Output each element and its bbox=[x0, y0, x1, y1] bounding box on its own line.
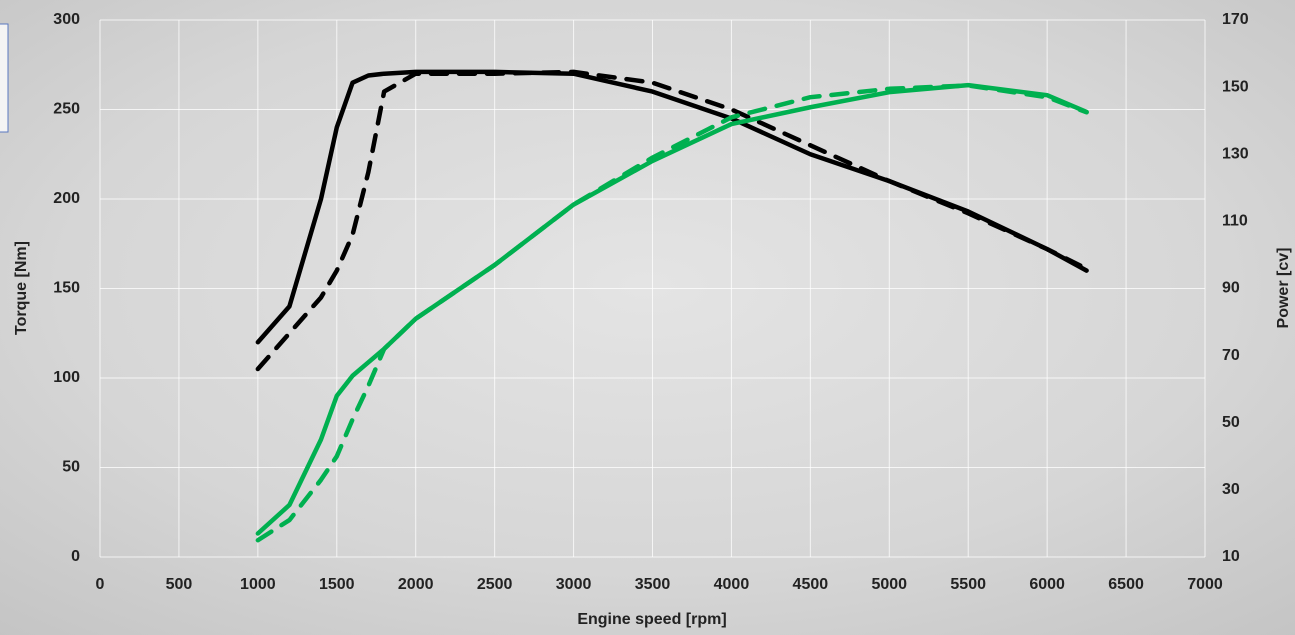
x-tick-label: 7000 bbox=[1187, 576, 1223, 593]
x-tick-label: 2000 bbox=[398, 576, 434, 593]
y-tick-label: 250 bbox=[53, 101, 80, 118]
y2-tick-label: 90 bbox=[1222, 280, 1240, 297]
series-line bbox=[255, 83, 1089, 543]
y2-tick-label: 30 bbox=[1222, 481, 1240, 498]
y2-tick-label: 50 bbox=[1222, 414, 1240, 431]
x-tick-label: 3000 bbox=[556, 576, 592, 593]
y2-tick-label: 10 bbox=[1222, 548, 1240, 565]
y2-tick-label: 150 bbox=[1222, 78, 1249, 95]
y2-tick-label: 130 bbox=[1222, 145, 1249, 162]
x-tick-label: 3500 bbox=[635, 576, 671, 593]
y2-axis-title: Power [cv] bbox=[1275, 248, 1292, 329]
y-tick-label: 100 bbox=[53, 369, 80, 386]
y-axis-title: Torque [Nm] bbox=[13, 241, 30, 335]
y-tick-label: 150 bbox=[53, 280, 80, 297]
series-line bbox=[255, 69, 1089, 372]
x-tick-label: 4500 bbox=[793, 576, 829, 593]
y2-tick-label: 70 bbox=[1222, 347, 1240, 364]
x-tick-label: 6500 bbox=[1108, 576, 1144, 593]
legend-box bbox=[0, 23, 9, 133]
y2-tick-label: 170 bbox=[1222, 11, 1249, 28]
x-tick-label: 5500 bbox=[950, 576, 986, 593]
x-tick-label: 6000 bbox=[1029, 576, 1065, 593]
y2-tick-label: 110 bbox=[1222, 213, 1248, 230]
x-axis-title: Engine speed [rpm] bbox=[577, 611, 726, 628]
x-tick-label: 1000 bbox=[240, 576, 276, 593]
x-tick-label: 4000 bbox=[714, 576, 750, 593]
y-tick-label: 50 bbox=[62, 459, 80, 476]
x-tick-label: 1500 bbox=[319, 576, 355, 593]
y-tick-label: 300 bbox=[53, 11, 80, 28]
x-tick-label: 500 bbox=[166, 576, 193, 593]
y-tick-label: 200 bbox=[53, 190, 80, 207]
x-tick-label: 0 bbox=[96, 576, 105, 593]
x-tick-label: 5000 bbox=[871, 576, 907, 593]
y-tick-label: 0 bbox=[71, 548, 80, 565]
x-tick-label: 2500 bbox=[477, 576, 513, 593]
